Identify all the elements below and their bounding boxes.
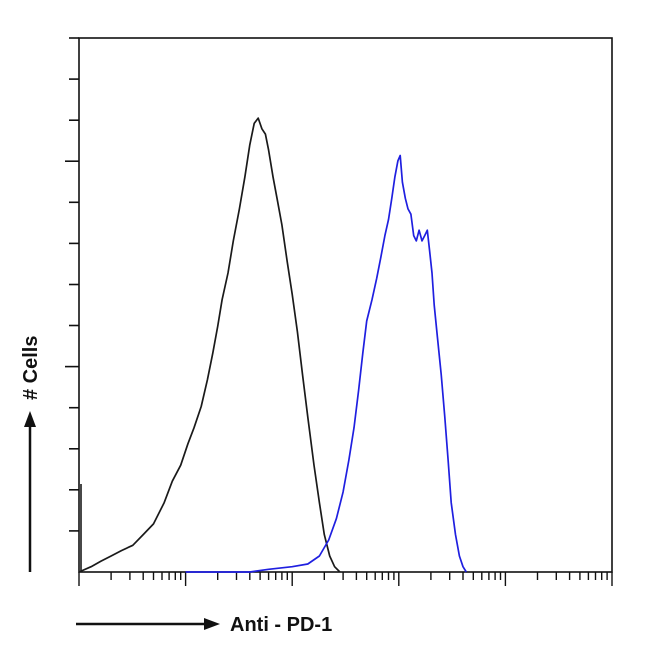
- y-axis-label: # Cells: [20, 336, 42, 400]
- series-1-line: [78, 117, 341, 573]
- series-layer: [78, 117, 468, 573]
- x-axis-label: Anti - PD-1: [230, 614, 332, 636]
- x-arrow-head: [204, 618, 220, 630]
- y-axis-ticks: [65, 37, 79, 532]
- x-axis-ticks: [78, 572, 613, 586]
- series-2-line: [185, 154, 468, 573]
- plot-frame: [78, 37, 613, 573]
- y-arrow-head: [24, 411, 36, 427]
